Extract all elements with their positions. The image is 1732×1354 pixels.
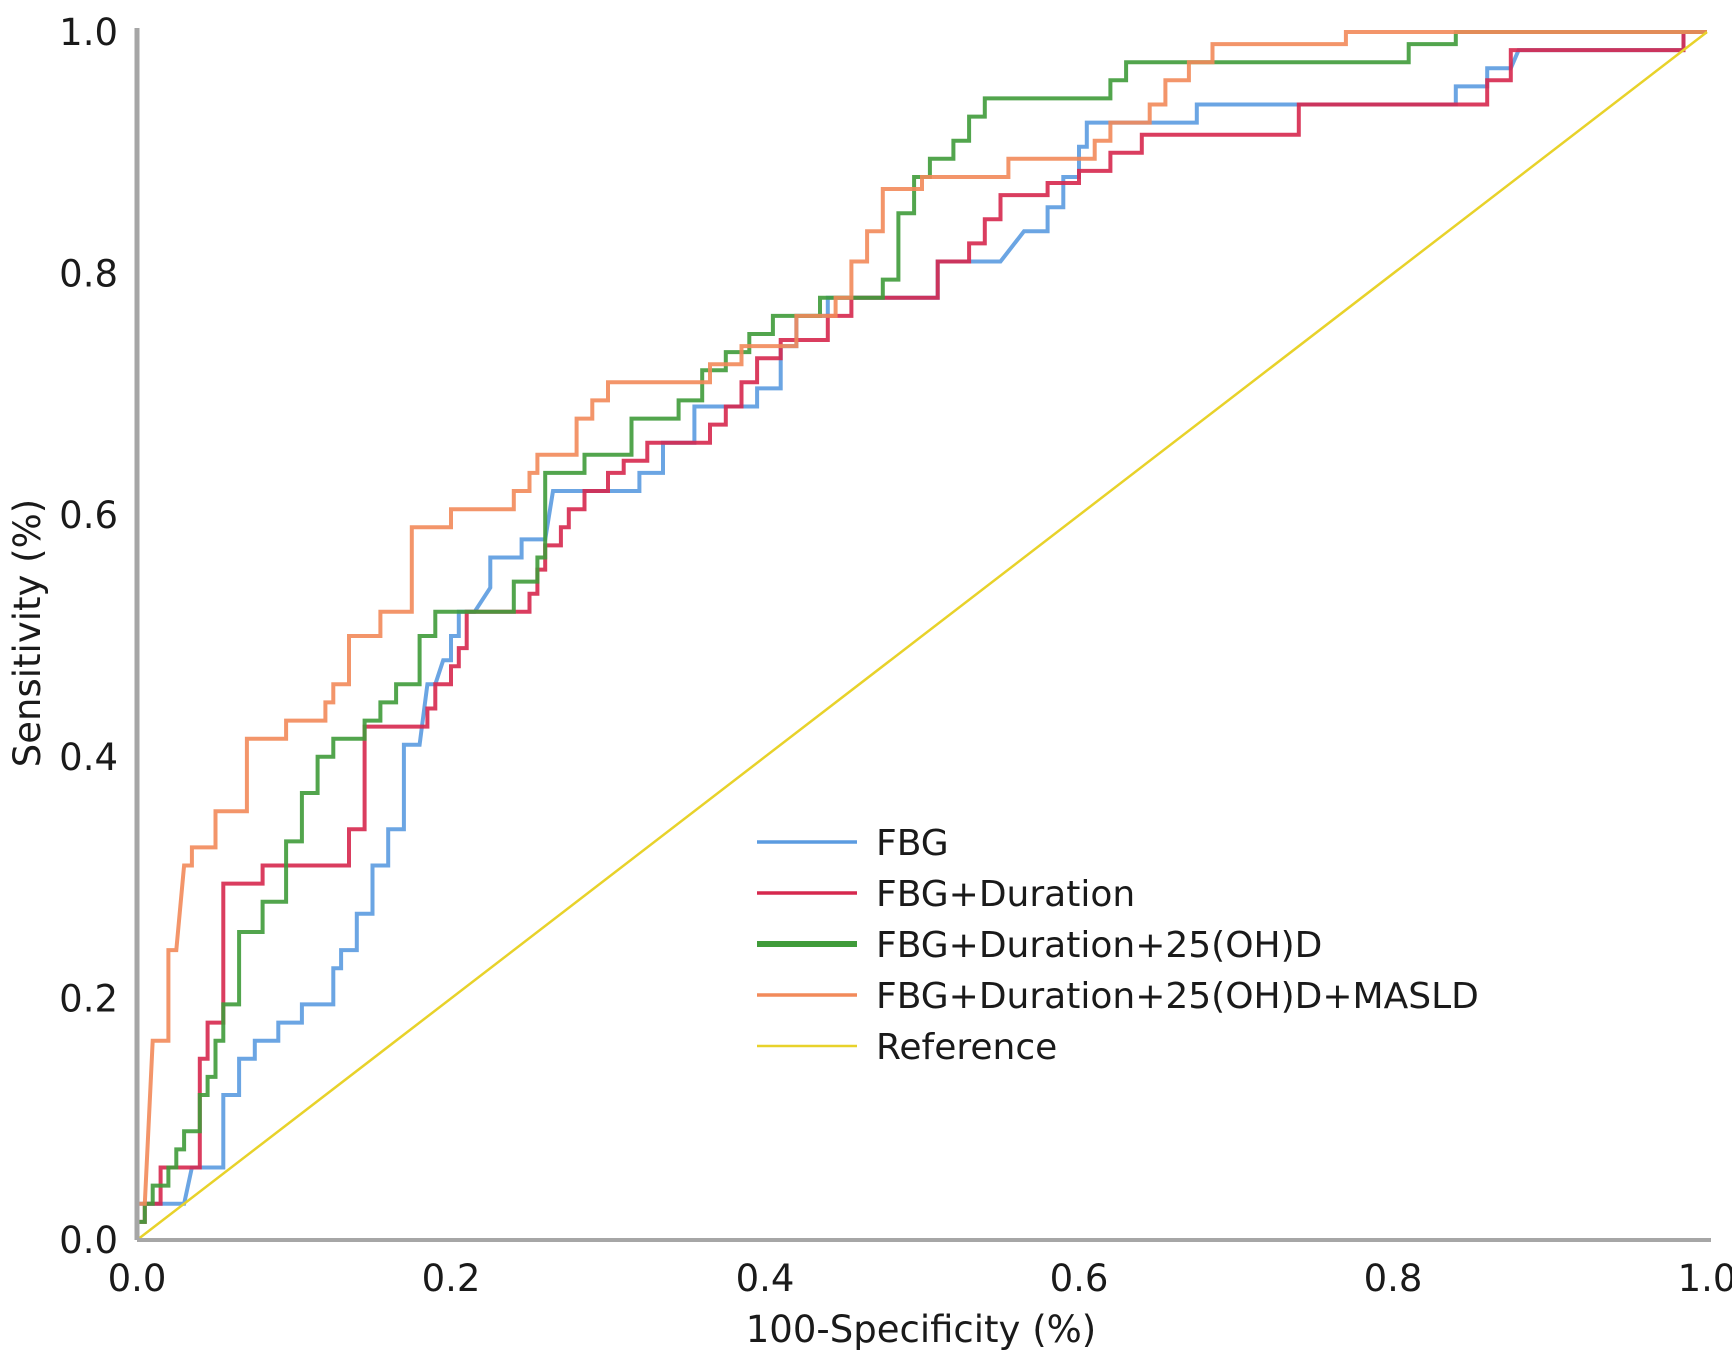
y-tick-label: 0.6	[59, 494, 118, 537]
x-tick-label: 0.0	[108, 1257, 167, 1300]
x-tick-label: 0.4	[736, 1257, 795, 1300]
series-line-fbg-duration-25-oh-d	[135, 30, 1707, 1240]
series-line-fbg-duration-25-oh-d-masld	[135, 30, 1707, 1240]
series-line-reference	[136, 31, 1708, 1241]
legend-label-fbg-duration-25-oh-d-masld: FBG+Duration+25(OH)D+MASLD	[876, 976, 1479, 1017]
axes	[134, 28, 1711, 1242]
x-tick-label: 1.0	[1678, 1257, 1732, 1300]
tick-labels: 0.0 0.2 0.4 0.6 0.8 1.0 0.0 0.2 0.4 0.6 0.8 1.0	[59, 11, 1732, 1300]
legend-label-fbg-duration: FBG+Duration	[876, 874, 1135, 915]
y-tick-label: 0.2	[59, 977, 118, 1020]
series-line-fbg	[135, 30, 1707, 1240]
x-tick-label: 0.2	[422, 1257, 481, 1300]
legend-label-fbg: FBG	[876, 823, 949, 864]
series-line-fbg-duration	[135, 30, 1707, 1240]
roc-curves	[135, 30, 1708, 1241]
y-tick-label: 0.0	[59, 1219, 118, 1262]
x-tick-label: 0.6	[1050, 1257, 1109, 1300]
y-tick-label: 1.0	[59, 11, 118, 54]
y-axis-title: Sensitivity (%)	[6, 499, 49, 767]
y-tick-label: 0.8	[59, 253, 118, 296]
legend-label-reference: Reference	[876, 1027, 1057, 1068]
x-tick-label: 0.8	[1364, 1257, 1423, 1300]
y-tick-label: 0.4	[59, 736, 118, 779]
legend: FBG FBG+Duration FBG+Duration+25(OH)D FBG+D…	[757, 823, 1479, 1068]
legend-label-fbg-duration-25-oh-d: FBG+Duration+25(OH)D	[876, 925, 1322, 966]
x-axis-title: 100-Specificity (%)	[746, 1308, 1096, 1351]
